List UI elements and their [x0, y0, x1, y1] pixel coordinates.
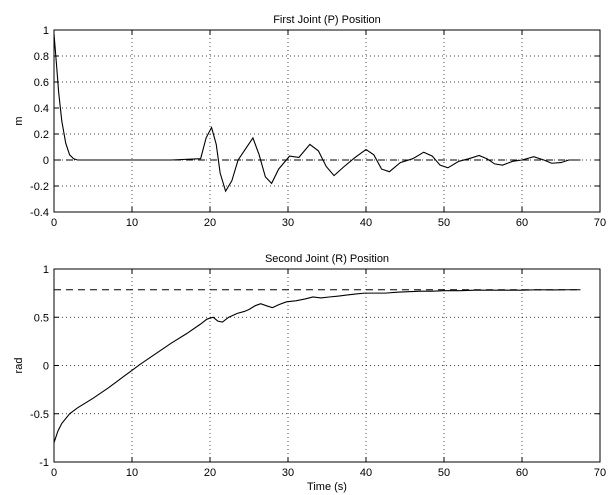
- x-tick-label: 60: [516, 217, 528, 229]
- x-tick-label: 70: [594, 467, 606, 479]
- x-tick-label: 10: [126, 467, 138, 479]
- x-tick-label: 60: [516, 467, 528, 479]
- x-tick-label: 20: [204, 217, 216, 229]
- y-tick-label: 0: [43, 155, 49, 167]
- y-tick-label: 0.8: [34, 51, 49, 63]
- y-axis-label: m: [13, 116, 25, 125]
- y-axis-label: rad: [13, 358, 25, 374]
- second-joint-panel: 0 10 20 30 40 50 60 70 -1 -0.5 0 0.5 1 Second Joint (…: [13, 253, 606, 493]
- x-tick-label: 40: [360, 467, 372, 479]
- y-tick-label: 1: [43, 264, 49, 276]
- y-tick-label: -0.4: [30, 207, 49, 219]
- y-tick-label: -0.5: [30, 409, 49, 421]
- y-tick-label: -0.2: [30, 181, 49, 193]
- x-tick-label: 50: [438, 217, 450, 229]
- x-tick-label: 10: [126, 217, 138, 229]
- x-tick-label: 50: [438, 467, 450, 479]
- first-joint-panel: 0 10 20 30 40 50 60 70 -0.4 -0.2 0 0.2 0.4 0.6 0.8 1 Fir…: [13, 14, 606, 229]
- axes-frame: [53, 29, 601, 213]
- y-tick-label: 0.5: [34, 312, 49, 324]
- y-tick-label: 0.6: [34, 77, 49, 89]
- x-tick-label: 40: [360, 217, 372, 229]
- y-tick-label: 1: [43, 25, 49, 37]
- y-tick-label: 0.4: [34, 103, 49, 115]
- y-tick-label: 0: [43, 361, 49, 373]
- y-tick-label: 0.2: [34, 129, 49, 141]
- position-line: [53, 33, 581, 193]
- x-axis-label: Time (s): [307, 481, 347, 493]
- x-tick-label: 30: [282, 217, 294, 229]
- y-tick-label: -1: [39, 457, 49, 469]
- x-tick-label: 70: [594, 217, 606, 229]
- x-tick-label: 0: [51, 467, 57, 479]
- chart-title: First Joint (P) Position: [273, 14, 381, 26]
- x-tick-label: 20: [204, 467, 216, 479]
- x-tick-label: 30: [282, 467, 294, 479]
- chart-title: Second Joint (R) Position: [265, 253, 389, 265]
- x-tick-label: 0: [51, 217, 57, 229]
- position-line: [53, 289, 581, 443]
